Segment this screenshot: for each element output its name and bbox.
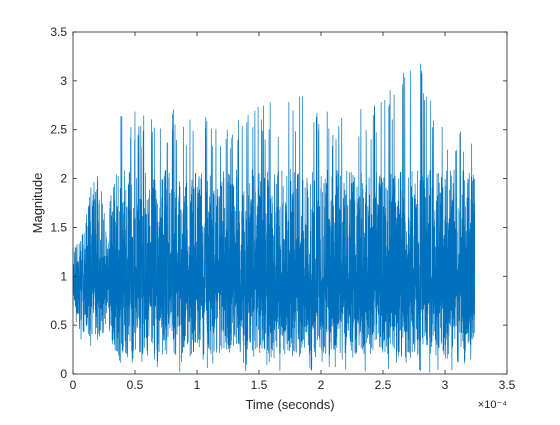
y-tick-label: 1 — [60, 269, 67, 283]
y-tick-label: 2 — [60, 172, 67, 186]
y-tick-label: 0 — [60, 367, 67, 381]
y-tick-label: 1.5 — [50, 220, 67, 234]
x-tick-label: 2.5 — [375, 378, 392, 392]
axes-box — [72, 31, 508, 375]
y-tick-label: 2.5 — [50, 123, 67, 137]
plot-area — [72, 63, 476, 373]
x-tick-label: 3.5 — [499, 378, 516, 392]
y-tick-label: 3 — [60, 74, 67, 88]
x-tick-label: 1 — [194, 378, 201, 392]
x-tick-label: 0 — [70, 378, 77, 392]
x-tick-label: 3 — [442, 378, 449, 392]
y-axis-label: Magnitude — [30, 173, 45, 234]
x-axis-ticks: 0 0.5 1 1.5 2 2.5 3 3.5 — [70, 32, 516, 392]
x-tick-label: 1.5 — [251, 378, 268, 392]
x-tick-label: 0.5 — [127, 378, 144, 392]
x-tick-label: 2 — [318, 378, 325, 392]
x-axis-exponent-label: ×10⁻⁴ — [478, 399, 507, 411]
y-tick-label: 3.5 — [50, 25, 67, 39]
x-axis-label: Time (seconds) — [245, 397, 334, 412]
signal-line — [72, 63, 476, 373]
y-axis-ticks: 0 0.5 1 1.5 2 2.5 3 3.5 — [50, 25, 507, 381]
y-tick-label: 0.5 — [50, 318, 67, 332]
